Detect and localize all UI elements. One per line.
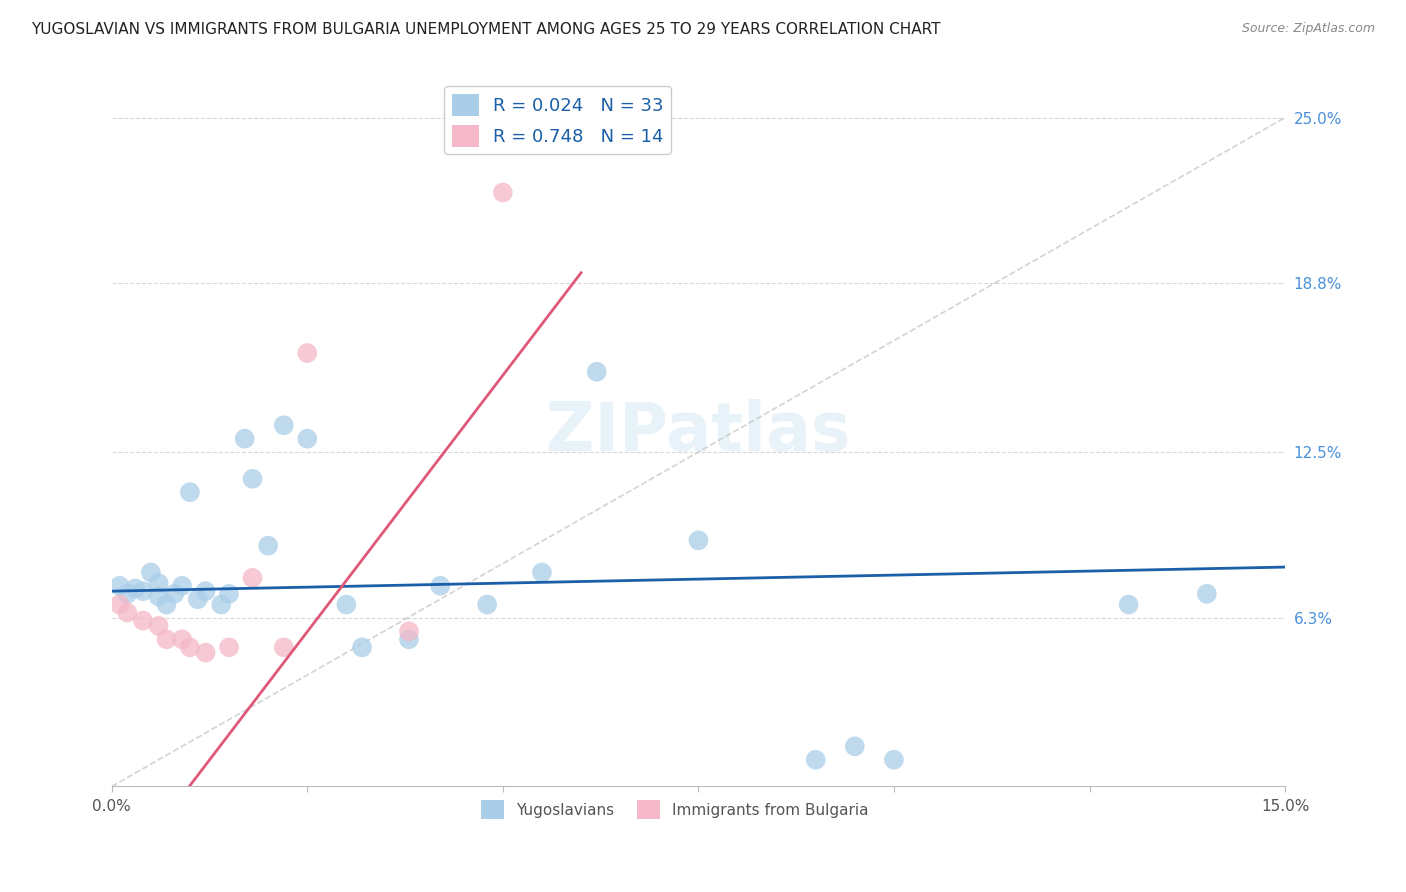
Point xyxy=(155,598,177,612)
Text: ZIPatlas: ZIPatlas xyxy=(546,399,851,465)
Point xyxy=(883,753,905,767)
Point xyxy=(242,571,264,585)
Point xyxy=(218,640,240,655)
Point xyxy=(530,566,553,580)
Point xyxy=(242,472,264,486)
Point xyxy=(117,587,139,601)
Point xyxy=(688,533,710,548)
Point xyxy=(585,365,607,379)
Point xyxy=(257,539,280,553)
Point xyxy=(172,579,194,593)
Point xyxy=(804,753,827,767)
Text: YUGOSLAVIAN VS IMMIGRANTS FROM BULGARIA UNEMPLOYMENT AMONG AGES 25 TO 29 YEARS C: YUGOSLAVIAN VS IMMIGRANTS FROM BULGARIA … xyxy=(31,22,941,37)
Point xyxy=(179,485,201,500)
Point xyxy=(108,598,131,612)
Point xyxy=(163,587,186,601)
Point xyxy=(233,432,256,446)
Point xyxy=(1118,598,1140,612)
Point xyxy=(398,624,420,639)
Text: Source: ZipAtlas.com: Source: ZipAtlas.com xyxy=(1241,22,1375,36)
Point xyxy=(148,590,170,604)
Point xyxy=(155,632,177,647)
Point xyxy=(194,584,217,599)
Point xyxy=(172,632,194,647)
Point xyxy=(132,614,155,628)
Point xyxy=(297,346,319,360)
Point xyxy=(132,584,155,599)
Legend: Yugoslavians, Immigrants from Bulgaria: Yugoslavians, Immigrants from Bulgaria xyxy=(475,794,875,825)
Point xyxy=(139,566,162,580)
Point xyxy=(179,640,201,655)
Point xyxy=(297,432,319,446)
Point xyxy=(477,598,499,612)
Point xyxy=(209,598,232,612)
Point xyxy=(124,582,146,596)
Point xyxy=(429,579,451,593)
Point xyxy=(273,640,295,655)
Point xyxy=(350,640,373,655)
Point xyxy=(148,619,170,633)
Point xyxy=(492,186,515,200)
Point xyxy=(844,739,866,754)
Point xyxy=(117,606,139,620)
Point xyxy=(218,587,240,601)
Point xyxy=(187,592,209,607)
Point xyxy=(398,632,420,647)
Point xyxy=(1195,587,1218,601)
Point xyxy=(108,579,131,593)
Point xyxy=(335,598,357,612)
Point xyxy=(273,418,295,433)
Point xyxy=(148,576,170,591)
Point xyxy=(194,646,217,660)
